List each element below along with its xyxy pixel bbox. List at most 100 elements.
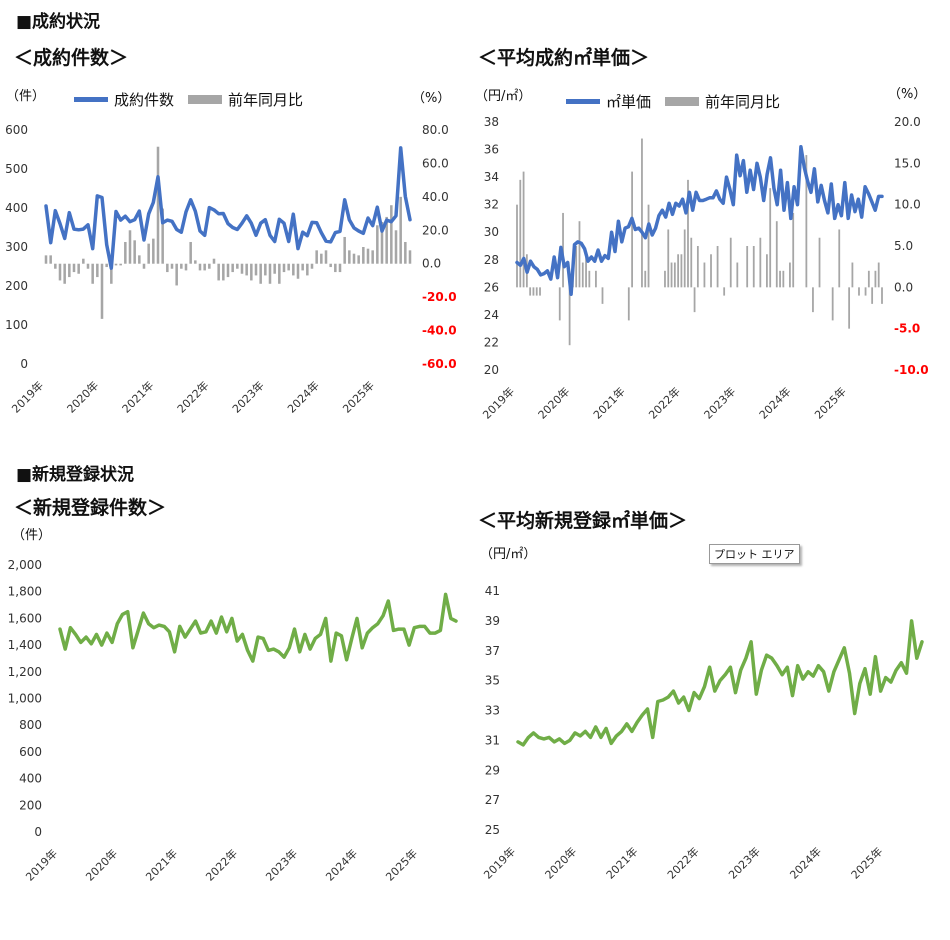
chart2-yoy-bar (805, 155, 808, 288)
chart1-yoy-bar (245, 263, 248, 276)
chart2-legend-bar-label: 前年同月比 (705, 93, 781, 111)
chart2-y2tick-label: -5.0 (894, 322, 920, 336)
chart1-yoy-bar (315, 250, 318, 264)
chart4-line-series (516, 619, 924, 747)
chart3-ytick-label: 1,800 (8, 585, 42, 599)
chart1-yoy-bar (170, 263, 174, 269)
section-title-contracts: ■成約状況 (16, 12, 101, 32)
chart1-yoy-bar (399, 196, 402, 264)
chart4-ytick-label: 29 (485, 763, 500, 777)
chart1-yoy-bar (348, 250, 351, 264)
chart4-ytick-label: 33 (485, 704, 500, 718)
chart1-yoy-bar (189, 241, 192, 264)
chart2-title: ＜平均成約㎡単価＞ (478, 47, 650, 69)
chart2-ytick-label: 24 (484, 308, 499, 322)
chart2-yoy-bar (519, 179, 522, 288)
chart1-yoy-bar (49, 255, 52, 264)
chart3-ytick-label: 2,000 (8, 558, 42, 572)
chart1-yoy-bar (259, 263, 262, 284)
chart4-xtick-label: 2023年 (725, 844, 762, 881)
chart2-yoy-bar (644, 270, 647, 288)
chart1-yoy-bar (44, 255, 48, 264)
chart1-yoy-bar (152, 238, 155, 264)
chart2-yoy-bar (766, 254, 768, 288)
chart2-yoy-bar (729, 237, 732, 288)
chart1-yoy-bar (366, 248, 370, 264)
chart1-yoy-bar (161, 208, 164, 264)
chart3-title: ＜新規登録件数＞ (14, 497, 167, 519)
chart1-yoy-bar (362, 247, 365, 264)
chart2-yoy-bar (851, 262, 854, 288)
chart2-yoy-bar (789, 262, 791, 288)
chart1-legend-bar-swatch (188, 95, 223, 104)
chart2-yoy-bar (601, 287, 604, 304)
chart2-yoy-bar (818, 237, 821, 288)
chart1-yoy-bar (254, 263, 258, 276)
chart2-yoy-bar (736, 262, 739, 288)
chart3-ytick-label: 800 (19, 718, 42, 732)
chart2-yoy-bar (881, 287, 883, 304)
chart2-yoy-bar (877, 262, 880, 288)
chart1-yoy-bar (63, 263, 66, 284)
chart2-legend-line-swatch (566, 99, 600, 104)
chart1-yoy-bar (166, 263, 169, 273)
chart2-yoy-bar (871, 287, 874, 304)
chart1-yoy-bar (329, 263, 332, 268)
chart1-yoy-bar (72, 263, 76, 273)
chart4-ylabel: （円/㎡） (480, 547, 537, 562)
chart4-ytick-label: 35 (485, 674, 500, 688)
chart1-yoy-bar (208, 263, 211, 269)
chart2-yoy-bar (687, 179, 689, 288)
chart2-yoy-bar (677, 254, 680, 288)
chart2-yoy-bar (664, 270, 666, 288)
chart1-yoy-bar (320, 253, 323, 264)
chart2-yoy-bar (680, 254, 683, 288)
chart1-ytick-label: 100 (5, 318, 28, 332)
chart3-ytick-label: 1,400 (8, 638, 42, 652)
chart1-yoy-bar (343, 236, 346, 264)
chart2-yoy-bar (792, 212, 795, 288)
chart1-yoy-bar (212, 258, 216, 264)
chart1-yoy-bar (142, 263, 146, 269)
chart1-yoy-bar (236, 263, 239, 269)
chart2-ytick-label: 36 (484, 143, 499, 157)
chart4-xtick-label: 2025年 (848, 844, 885, 881)
chart1-yoy-bar (96, 263, 99, 278)
chart1-yoy-bar (264, 263, 267, 276)
chart2-legend: ㎡単価 前年同月比 (566, 91, 780, 112)
chart2-ytick-label: 32 (484, 198, 499, 212)
chart1-yoy-bar (390, 205, 393, 264)
chart1-yoy-bar (371, 250, 374, 264)
chart4-ytick-label: 39 (485, 614, 500, 628)
chart1-yoy-bar (58, 263, 62, 281)
chart1-yoy-bar (306, 263, 309, 276)
chart1-yoy-bar (124, 241, 127, 264)
chart1-yoy-bar (310, 263, 314, 269)
chart2-yoy-bar (874, 270, 877, 288)
chart2-yoy-bar (716, 246, 719, 288)
chart4-xtick-label: 2021年 (603, 844, 640, 881)
chart1-yoy-bar (77, 263, 80, 274)
chart1-legend-line-label: 成約件数 (114, 91, 175, 109)
chart2-yoy-bar (703, 262, 706, 288)
chart1-legend-line-swatch (74, 97, 108, 102)
chart2-yoy-bar (867, 270, 870, 288)
chart2-y2tick-label: 10.0 (894, 198, 921, 212)
chart1-yoy-bar (156, 146, 160, 264)
plot-area-tooltip: プロット エリア (709, 544, 800, 564)
chart1-y2tick-label: 60.0 (422, 156, 449, 170)
chart1-yoy-bar (138, 255, 141, 264)
chart2-yoy-bar (858, 287, 860, 296)
chart2-yoy-bar (838, 229, 841, 288)
chart2-yoy-bar (558, 287, 561, 321)
chart1-yoy-bar (273, 263, 276, 274)
chart2-yoy-bar (585, 254, 587, 288)
chart2-yoy-bar (864, 287, 867, 296)
chart2-yoy-bar (595, 270, 597, 288)
chart1-yoy-bar (296, 263, 300, 279)
chart1-yoy-bar (105, 263, 108, 268)
chart2-yoy-bar (522, 171, 525, 288)
chart2-legend-bar-swatch (665, 97, 700, 106)
